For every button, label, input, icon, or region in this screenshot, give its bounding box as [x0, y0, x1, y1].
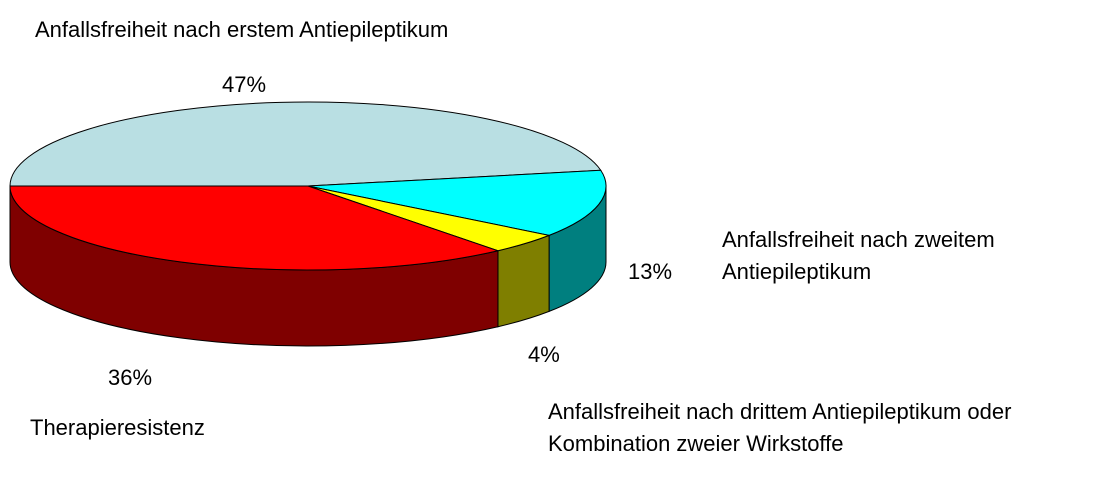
category-label: Anfallsfreiheit nach zweitem Antiepilept… [722, 227, 995, 284]
value-label: 4% [528, 342, 560, 367]
slice [307, 169, 607, 236]
chart-title: Anfallsfreiheit nach erstem Antiepilepti… [35, 17, 449, 42]
value-label: 36% [108, 365, 153, 390]
value-label: 13% [628, 259, 673, 284]
category-label: Anfallsfreiheit nach drittem Antiepilept… [548, 399, 1012, 456]
value-label: 47% [222, 72, 267, 97]
category-label: Therapieresistenz [30, 415, 205, 440]
slice [9, 185, 500, 271]
slice [9, 101, 602, 187]
